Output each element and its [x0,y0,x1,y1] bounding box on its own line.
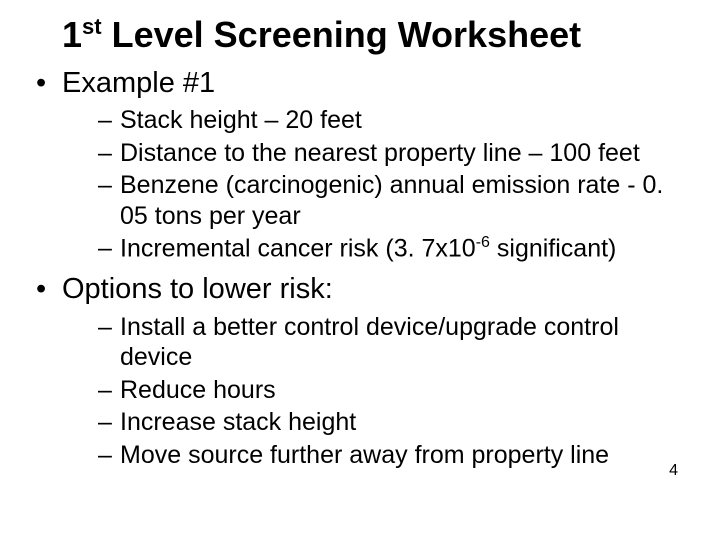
slide-title: 1st Level Screening Worksheet [0,0,720,66]
bullet-text: Options to lower risk: [62,273,333,305]
slide: 1st Level Screening Worksheet Example #1… [0,0,720,540]
bullet-example: Example #1 Stack height – 20 feet Distan… [32,66,688,264]
sub-bullet: Reduce hours [98,375,688,406]
sub-bullet-text: Increase stack height [120,408,356,436]
sub-bullet-text: Distance to the nearest property line – … [120,139,640,167]
title-post: Level Screening Worksheet [102,14,582,55]
sub-bullet-list: Stack height – 20 feet Distance to the n… [62,105,688,264]
sub-bullet-list: Install a better control device/upgrade … [62,312,688,471]
title-pre: 1 [62,14,82,55]
sub-bullet: Incremental cancer risk (3. 7x10-6 signi… [98,233,688,264]
sub-bullet: Increase stack height [98,407,688,438]
sub-bullet-text: Install a better control device/upgrade … [120,313,619,372]
sub-bullet-text: Move source further away from property l… [120,441,609,469]
sub-bullet-pre: Incremental cancer risk (3. 7x10 [120,235,476,263]
sub-bullet: Install a better control device/upgrade … [98,312,688,373]
sub-bullet: Stack height – 20 feet [98,105,688,136]
sub-bullet-post: significant) [490,235,616,263]
sub-bullet: Distance to the nearest property line – … [98,138,688,169]
sub-bullet-text: Benzene (carcinogenic) annual emission r… [120,171,663,230]
bullet-list: Example #1 Stack height – 20 feet Distan… [0,66,720,470]
bullet-options: Options to lower risk: Install a better … [32,272,688,470]
sub-bullet: Move source further away from property l… [98,440,688,471]
sub-bullet-text: Reduce hours [120,376,276,404]
sub-bullet-sup: -6 [476,234,490,251]
title-sup: st [82,14,102,39]
page-number: 4 [669,462,678,480]
sub-bullet: Benzene (carcinogenic) annual emission r… [98,170,688,231]
bullet-text: Example #1 [62,67,215,99]
sub-bullet-text: Stack height – 20 feet [120,106,362,134]
